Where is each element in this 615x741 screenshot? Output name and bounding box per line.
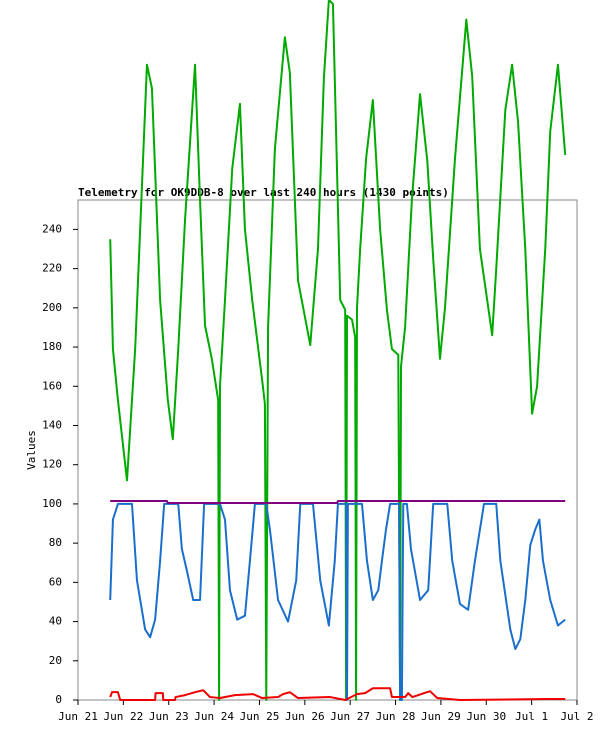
series-line (109, 0, 567, 701)
y-tick-label: 40 (49, 615, 62, 628)
axes: 0 20 40 60 80 100 120 140 160 180 200 220 240 Jun 21 J… (42, 222, 593, 723)
plot-frame (77, 199, 578, 701)
chart-title: Telemetry for OK9DDB-8 over last 240 hou… (78, 186, 449, 199)
x-tick-label: Jun 21 (58, 710, 98, 723)
series-lines (109, 0, 567, 701)
y-tick-label: 200 (42, 301, 62, 314)
y-tick-label: 20 (49, 654, 62, 667)
x-tick-label: Jun 22 (103, 710, 143, 723)
y-tick-label: 180 (42, 340, 62, 353)
series-line (110, 499, 566, 504)
y-tick-label: 160 (42, 379, 62, 392)
y-tick-label: 240 (42, 222, 62, 235)
x-tick-label: Jul 1 (515, 710, 548, 723)
x-tick-label: Jun 24 (194, 710, 234, 723)
y-tick-label: 120 (42, 458, 62, 471)
y-tick-label: 100 (42, 497, 62, 510)
y-axis-label: Values (25, 430, 38, 470)
y-tick-label: 220 (42, 262, 62, 275)
x-tick-label: Jun 27 (330, 710, 370, 723)
y-tick-label: 140 (42, 418, 62, 431)
series-line (109, 502, 566, 701)
y-tick-label: 60 (49, 575, 62, 588)
x-tick-label: Jun 23 (149, 710, 189, 723)
x-tick-label: Jun 30 (466, 710, 506, 723)
x-tick-label: Jul 2 (560, 710, 593, 723)
x-tick-label: Jun 28 (376, 710, 416, 723)
y-tick-label: 80 (49, 536, 62, 549)
x-tick-label: Jun 25 (240, 710, 280, 723)
x-tick-label: Jun 26 (285, 710, 325, 723)
y-tick-label: 0 (55, 693, 62, 706)
x-tick-label: Jun 29 (421, 710, 461, 723)
series-line (109, 687, 566, 701)
